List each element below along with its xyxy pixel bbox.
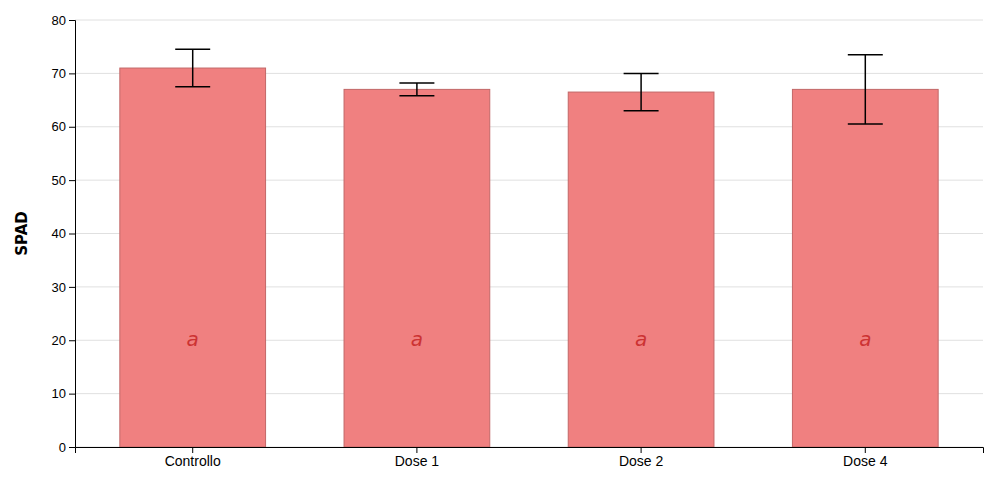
error-bar-cap [399,95,434,97]
error-bar-stem [865,55,867,124]
chart: Controllo Dose 1 Dose 2 Dose 4 0 10 20 30 40 50 60… [0,0,1003,492]
error-bar [399,83,434,96]
y-tick-label: 70 [52,66,66,81]
error-bar-stem [640,73,642,110]
marks [120,49,938,447]
grid-line [75,20,983,21]
error-bar-cap [175,49,210,51]
annotation: a [411,327,423,351]
annotation: a [635,327,647,351]
x-tick-label: Dose 2 [619,453,664,469]
y-tick: 30 [52,280,75,295]
error-bar-cap [848,54,883,56]
error-bar-stem [192,49,194,86]
bar [120,68,266,447]
y-tick: 50 [52,173,75,188]
annotation: a [187,327,199,351]
x-tick: Dose 2 [619,447,664,469]
y-tick-mark [69,340,75,341]
y-axis: 0 10 20 30 40 50 60 70 80 [52,13,76,455]
y-tick-label: 30 [52,280,66,295]
error-bar [624,73,659,110]
x-tick: Controllo [165,447,221,469]
y-tick-mark [69,127,75,128]
y-tick-mark [69,287,75,288]
y-tick-mark [69,73,75,74]
y-axis-title: SPAD [13,211,31,255]
y-tick-mark [69,394,75,395]
y-tick: 20 [52,333,75,348]
x-tick: Dose 4 [843,447,888,469]
error-bar-cap [624,110,659,112]
y-tick-mark [69,180,75,181]
y-tick: 0 [59,440,75,455]
bar [792,89,938,447]
plot: Controllo Dose 1 Dose 2 Dose 4 0 10 20 30 40 50 60… [52,13,984,469]
error-bar-cap [624,73,659,75]
error-bar-cap [848,123,883,125]
error-bar-cap [399,82,434,84]
x-tick-label: Dose 4 [843,453,888,469]
y-tick: 40 [52,226,75,241]
y-tick: 70 [52,66,75,81]
annotations: aaaa [187,327,872,351]
bar [568,92,714,447]
y-tick-label: 40 [52,226,66,241]
y-tick: 80 [52,13,75,28]
y-axis-line [69,21,76,448]
error-bar [848,55,883,124]
error-bar-stem [416,83,418,96]
bar [344,89,490,447]
y-tick-mark [69,20,75,21]
y-tick-label: 50 [52,173,66,188]
y-tick-mark [69,234,75,235]
error-bar [175,49,210,86]
y-tick-label: 60 [52,119,66,134]
y-tick-mark [69,447,75,448]
y-tick-label: 20 [52,333,66,348]
y-tick-label: 0 [59,440,66,455]
y-tick-label: 10 [52,386,66,401]
x-tick-label: Controllo [165,453,221,469]
y-tick: 10 [52,386,75,401]
x-tick: Dose 1 [395,447,440,469]
y-tick: 60 [52,119,75,134]
error-bar-cap [175,86,210,88]
y-tick-label: 80 [52,13,66,28]
grid [75,20,983,447]
x-axis: Controllo Dose 1 Dose 2 Dose 4 [76,447,984,469]
x-tick-label: Dose 1 [395,453,440,469]
annotation: a [859,327,871,351]
